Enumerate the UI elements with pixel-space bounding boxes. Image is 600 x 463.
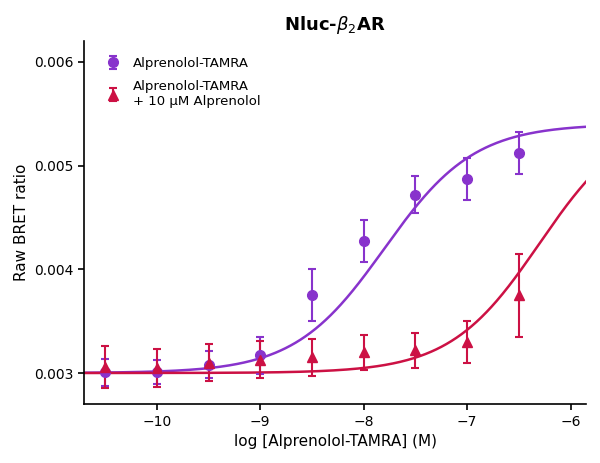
X-axis label: log [Alprenolol-TAMRA] (M): log [Alprenolol-TAMRA] (M) — [234, 434, 437, 449]
Title: Nluc-$\beta_2$AR: Nluc-$\beta_2$AR — [284, 14, 386, 36]
Legend: Alprenolol-TAMRA, Alprenolol-TAMRA
+ 10 μM Alprenolol: Alprenolol-TAMRA, Alprenolol-TAMRA + 10 … — [95, 51, 266, 114]
Y-axis label: Raw BRET ratio: Raw BRET ratio — [14, 164, 29, 281]
